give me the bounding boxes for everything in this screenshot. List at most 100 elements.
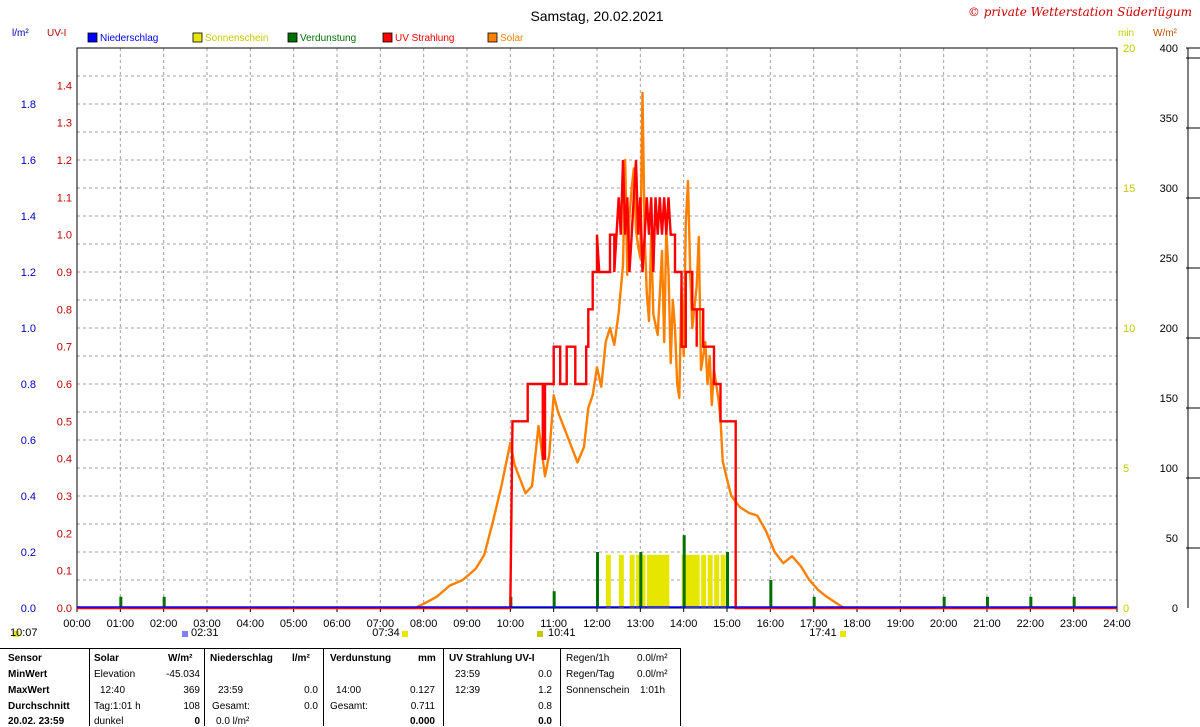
uv-tick-label: 1.4 — [57, 80, 72, 92]
x-tick-label: 10:00 — [497, 618, 525, 630]
sunshine-unit-label: min — [1118, 28, 1134, 39]
row-label-sensor: Sensor — [8, 653, 42, 664]
evaporation-bar — [812, 596, 816, 608]
extra-cell: Regen/Tag — [566, 669, 615, 680]
solar-header: Solar — [94, 653, 120, 664]
time-marker-dot — [840, 631, 846, 637]
time-marker-label: 07:34 — [372, 627, 400, 639]
extra-cell: 1:01h — [640, 685, 666, 696]
solar-cell: 12:40 — [100, 685, 126, 696]
sunshine-bar — [605, 554, 611, 608]
sunshine-bar — [694, 554, 700, 608]
rain-tick-label: 1.2 — [21, 267, 36, 279]
evaporation-bar — [942, 596, 946, 608]
legend-label: Verdunstung — [300, 33, 356, 44]
sunshine-bar — [701, 554, 707, 608]
evaporation-bar — [162, 596, 166, 608]
uv-tick-label: 0.1 — [57, 566, 72, 578]
x-tick-label: 18:00 — [843, 618, 871, 630]
legend-swatch — [192, 32, 203, 43]
axes: 00:00 01:00 02:00 03:00 04:00 05:00 06:00 07:00… — [10, 43, 1200, 639]
evaporation-bar — [1072, 596, 1076, 608]
sunshine-tick-label: 10 — [1123, 323, 1135, 335]
solar-tick-label: 150 — [1160, 393, 1178, 405]
solar-unit: W/m² — [168, 653, 193, 664]
x-tick-label: 09:00 — [453, 618, 481, 630]
uv-tick-label: 1.3 — [57, 118, 72, 130]
x-tick-label: 01:00 — [107, 618, 135, 630]
x-tick-label: 05:00 — [280, 618, 308, 630]
uv-tick-label: 0.6 — [57, 379, 72, 391]
uv-tick-label: 0.9 — [57, 267, 72, 279]
time-marker-label: 02:31 — [191, 627, 219, 639]
x-tick-label: 04:00 — [237, 618, 265, 630]
solar-cell: -45.034 — [166, 669, 200, 680]
row-label-min: MinWert — [8, 669, 48, 680]
time-marker-label: 10:41 — [548, 627, 576, 639]
row-label-avg: Durchschnitt — [8, 701, 70, 712]
sunshine-bar — [664, 554, 670, 608]
x-tick-label: 22:00 — [1017, 618, 1045, 630]
evaporation-bar — [769, 580, 773, 608]
solar-tick-label: 300 — [1160, 183, 1178, 195]
legend-label: Solar — [500, 33, 524, 44]
x-tick-label: 21:00 — [973, 618, 1001, 630]
sunshine-bar — [629, 554, 635, 608]
solar-cell: Tag:1:01 h — [94, 701, 141, 712]
solar-cell: 0 — [194, 716, 200, 727]
rain-tick-label: 0.0 — [21, 603, 36, 615]
uv-tick-label: 0.0 — [57, 603, 72, 615]
rain-cell: 0.0 — [304, 685, 318, 696]
rain-header: Niederschlag — [210, 653, 273, 664]
sunshine-bar — [707, 554, 713, 608]
rain-unit-label: l/m² — [12, 28, 29, 39]
row-label-date: 20.02. 23:59 — [8, 716, 65, 727]
sunshine-tick-label: 5 — [1123, 463, 1129, 475]
sunshine-bar — [714, 554, 720, 608]
uv-tick-label: 0.5 — [57, 416, 72, 428]
uv-header: UV Strahlung UV-I — [449, 653, 535, 664]
uv-tick-label: 1.2 — [57, 155, 72, 167]
legend-label: Niederschlag — [100, 33, 158, 44]
evaporation-bar — [726, 552, 729, 608]
extra-cell: 0.0l/m² — [637, 653, 668, 664]
evaporation-bar — [682, 535, 686, 608]
uv-line — [77, 159, 1117, 610]
uv-tick-label: 0.8 — [57, 304, 72, 316]
legend-swatch — [287, 32, 298, 43]
solar-cell: Elevation — [94, 669, 136, 680]
solar-cell: 369 — [183, 685, 200, 696]
rain-tick-label: 0.6 — [21, 435, 36, 447]
evaporation-bar — [1029, 596, 1033, 608]
evaporation-bar — [596, 552, 599, 608]
x-tick-label: 14:00 — [670, 618, 698, 630]
sunshine-bar — [636, 554, 642, 608]
evap-unit: mm — [418, 653, 436, 664]
uv-cell: 0.0 — [538, 669, 552, 680]
evap-cell: Gesamt: — [330, 701, 368, 712]
rain-tick-label: 0.2 — [21, 547, 36, 559]
time-marker-label: 17:41 — [809, 627, 837, 639]
extra-cell: 0.0l/m² — [637, 669, 668, 680]
evap-cell: 0.711 — [410, 701, 435, 712]
evap-cell: 0.000 — [409, 716, 435, 727]
solar-tick-label: 50 — [1166, 533, 1178, 545]
uv-cell: 1.2 — [538, 685, 552, 696]
legend-label: Sonnenschein — [205, 33, 268, 44]
sunshine-bar — [720, 554, 726, 608]
rain-cell: 0.0 — [304, 701, 318, 712]
rain-tick-label: 1.8 — [21, 99, 36, 111]
rain-tick-label: 1.4 — [21, 211, 36, 223]
chart-title: Samstag, 20.02.2021 — [530, 8, 663, 24]
legend-swatch — [87, 32, 98, 43]
sunshine-bar — [640, 554, 646, 608]
solar-unit-label: W/m² — [1153, 28, 1178, 39]
solar-cell: dunkel — [94, 716, 124, 727]
sunshine-bar — [690, 554, 696, 608]
weather-chart: Samstag, 20.02.2021 © private Wetterstat… — [10, 5, 1200, 639]
time-marker-label: 10:07 — [10, 627, 38, 639]
copyright: © private Wetterstation Süderlügum — [968, 5, 1192, 19]
sunshine-tick-label: 20 — [1123, 43, 1135, 55]
chart-marks — [77, 91, 1117, 610]
extra-cell: Regen/1h — [566, 653, 610, 664]
